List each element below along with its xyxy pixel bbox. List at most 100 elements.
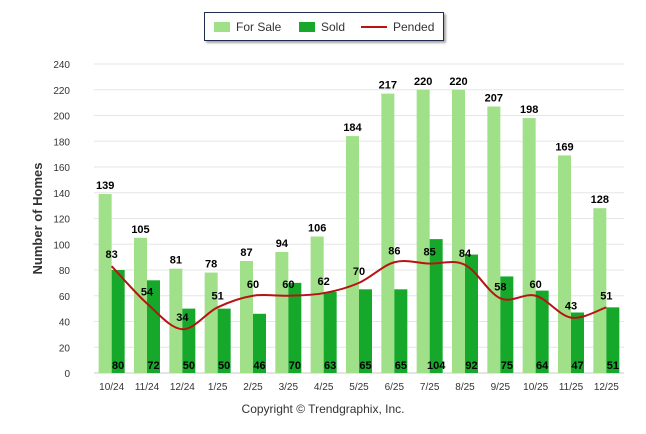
data-label-for-sale: 220 <box>414 76 432 88</box>
data-label-for-sale: 217 <box>379 80 397 92</box>
data-label-sold: 47 <box>571 360 583 372</box>
data-label-pended: 84 <box>459 248 472 260</box>
data-label-pended: 60 <box>247 279 259 291</box>
x-tick-label: 7/25 <box>420 382 440 393</box>
bar-sold <box>394 289 408 373</box>
data-label-for-sale: 220 <box>449 76 467 88</box>
data-label-pended: 60 <box>282 279 294 291</box>
bar-for-sale <box>522 118 536 373</box>
x-tick-label: 11/25 <box>559 382 584 393</box>
data-label-for-sale: 94 <box>276 238 289 250</box>
bar-sold <box>535 290 549 373</box>
bar-sold <box>359 289 372 373</box>
bar-sold <box>253 313 266 373</box>
bar-for-sale <box>204 272 218 373</box>
y-tick-label: 240 <box>53 60 70 71</box>
data-label-for-sale: 128 <box>591 194 609 206</box>
legend-label-pended: Pended <box>393 19 435 34</box>
bar-for-sale <box>310 236 324 373</box>
bar-for-sale <box>416 89 430 373</box>
bar-for-sale <box>240 260 253 373</box>
bar-sold <box>571 312 584 373</box>
x-tick-label: 1/25 <box>208 382 228 393</box>
bar-sold <box>500 276 514 373</box>
y-tick-label: 40 <box>59 318 71 329</box>
bar-sold <box>323 291 337 373</box>
data-label-sold: 65 <box>359 360 371 372</box>
bar-for-sale <box>169 268 183 373</box>
legend-item-sold[interactable]: Sold <box>299 13 345 40</box>
legend-label-sold: Sold <box>321 19 346 34</box>
bar-sold <box>429 239 443 373</box>
bar-sold <box>606 307 620 373</box>
data-label-pended: 85 <box>424 247 436 259</box>
data-label-pended: 83 <box>106 249 118 261</box>
data-label-for-sale: 106 <box>308 223 326 235</box>
data-label-pended: 70 <box>353 266 365 278</box>
bar-sold <box>111 270 125 373</box>
bar-for-sale <box>98 194 112 373</box>
y-tick-label: 80 <box>59 266 71 277</box>
bar-for-sale <box>593 208 607 373</box>
y-tick-label: 100 <box>53 240 70 251</box>
x-tick-label: 10/24 <box>99 382 124 393</box>
bar-for-sale <box>487 106 501 374</box>
data-label-sold: 104 <box>427 360 446 372</box>
copyright-footer: Copyright © Trendgraphix, Inc. <box>241 402 405 416</box>
data-label-for-sale: 139 <box>96 180 114 192</box>
bar-for-sale <box>275 251 289 373</box>
data-label-pended: 58 <box>494 281 506 293</box>
data-label-for-sale: 184 <box>343 122 362 134</box>
data-label-sold: 64 <box>536 360 549 372</box>
legend-item-pended[interactable]: Pended <box>361 13 434 40</box>
x-tick-label: 4/25 <box>314 382 334 393</box>
legend-item-for-sale[interactable]: For Sale <box>214 13 281 40</box>
bar-sold <box>217 308 231 373</box>
y-tick-label: 120 <box>53 215 70 226</box>
data-label-pended: 34 <box>176 312 189 324</box>
data-label-pended: 51 <box>212 290 224 302</box>
data-label-sold: 50 <box>218 360 230 372</box>
x-tick-label: 2/25 <box>243 382 263 393</box>
data-label-sold: 51 <box>607 360 619 372</box>
y-tick-label: 0 <box>64 369 70 380</box>
x-tick-label: 8/25 <box>455 382 475 393</box>
bar-sold <box>147 280 160 373</box>
data-label-pended: 54 <box>141 286 154 298</box>
x-tick-label: 11/24 <box>135 382 160 393</box>
bar-for-sale <box>452 89 465 373</box>
data-label-pended: 62 <box>318 276 330 288</box>
y-tick-label: 180 <box>53 137 70 148</box>
x-tick-label: 5/25 <box>349 382 369 393</box>
data-label-pended: 43 <box>565 301 577 313</box>
data-label-pended: 60 <box>530 279 542 291</box>
legend-swatch-sold <box>299 21 315 32</box>
x-tick-label: 12/24 <box>170 382 195 393</box>
data-label-sold: 92 <box>465 360 477 372</box>
bar-sold <box>182 308 196 373</box>
legend: For Sale Sold Pended <box>204 12 444 41</box>
x-tick-label: 12/25 <box>594 382 619 393</box>
x-tick-label: 3/25 <box>279 382 299 393</box>
pended-line <box>110 260 607 331</box>
x-tick-label: 6/25 <box>385 382 405 393</box>
data-label-sold: 72 <box>147 360 159 372</box>
data-label-pended: 86 <box>388 245 400 257</box>
y-tick-label: 160 <box>53 163 70 174</box>
data-label-sold: 50 <box>183 360 195 372</box>
data-label-for-sale: 78 <box>205 259 217 271</box>
data-label-for-sale: 207 <box>485 92 503 104</box>
data-label-for-sale: 198 <box>520 104 538 116</box>
legend-swatch-for-sale <box>214 21 230 32</box>
data-label-for-sale: 87 <box>240 247 252 259</box>
legend-line-pended <box>361 25 387 28</box>
data-label-sold: 70 <box>289 360 301 372</box>
x-tick-label: 9/25 <box>491 382 511 393</box>
data-label-for-sale: 105 <box>131 224 149 236</box>
data-label-for-sale: 169 <box>555 141 573 153</box>
y-tick-label: 200 <box>53 112 70 123</box>
bar-for-sale <box>346 136 359 373</box>
y-tick-label: 60 <box>59 292 71 303</box>
bar-sold <box>288 282 302 373</box>
data-label-for-sale: 81 <box>170 255 182 267</box>
